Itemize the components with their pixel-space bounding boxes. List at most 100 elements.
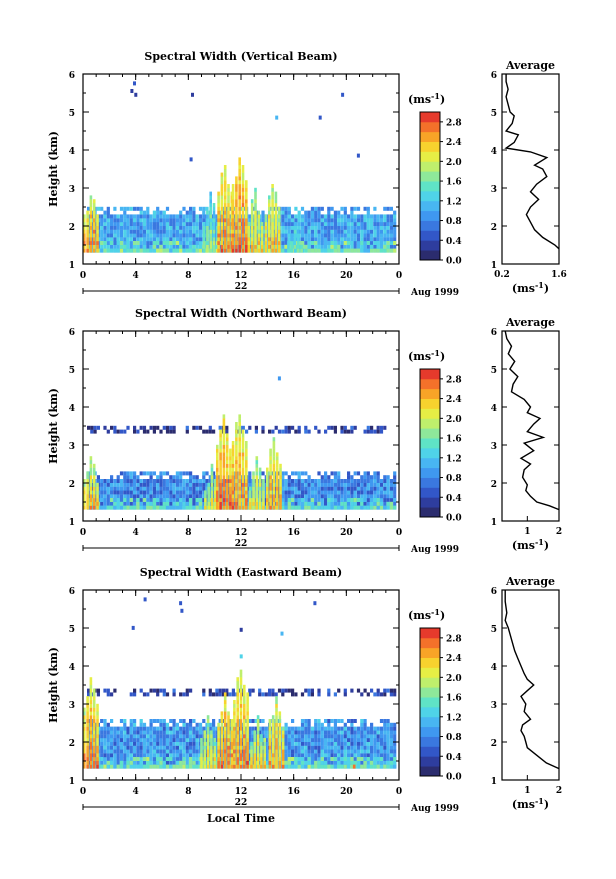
heatmap-plume-cell — [211, 490, 214, 494]
heatmap-cell — [360, 749, 363, 753]
heatmap-cell — [103, 742, 106, 746]
heatmap-plume-cell — [258, 230, 261, 234]
average-ytick-label: 6 — [491, 328, 497, 338]
heatmap-cell — [304, 241, 307, 245]
heatmap-cell — [367, 226, 370, 230]
colorbar-band — [420, 240, 440, 250]
heatmap-cell — [133, 479, 136, 483]
heatmap-cell — [173, 222, 176, 226]
heatmap-cell — [103, 727, 106, 731]
heatmap-cell — [311, 218, 314, 222]
heatmap-cell — [163, 222, 166, 226]
heatmap-plume-cell — [227, 207, 230, 211]
heatmap-cell — [393, 757, 396, 761]
heatmap-cell — [367, 479, 370, 483]
heatmap-cell — [367, 222, 370, 226]
heatmap-plume-cell — [245, 207, 248, 211]
heatmap-cell — [344, 723, 347, 727]
colorbar-band — [420, 142, 440, 152]
heatmap-cell — [182, 233, 185, 237]
heatmap-cell — [377, 746, 380, 750]
heatmap-cell — [123, 749, 126, 753]
heatmap-cell — [387, 502, 390, 506]
heatmap-cell — [327, 214, 330, 218]
heatmap-plume-cell — [297, 233, 300, 237]
heatmap-cell — [364, 483, 367, 487]
heatmap-cell — [123, 753, 126, 757]
heatmap-cell — [100, 483, 103, 487]
heatmap-cell — [380, 222, 383, 226]
heatmap-plume-cell — [254, 237, 257, 241]
heatmap-cell — [344, 222, 347, 226]
heatmap-cell — [370, 490, 373, 494]
heatmap-cell — [317, 430, 320, 434]
heatmap-cell — [324, 214, 327, 218]
heatmap-cell — [143, 502, 146, 506]
heatmap-cell — [107, 689, 110, 693]
heatmap-cell — [364, 494, 367, 498]
heatmap-cell — [199, 727, 202, 731]
heatmap-cell — [331, 233, 334, 237]
heatmap-plume-cell — [227, 184, 230, 188]
heatmap-plume-cell — [238, 207, 241, 211]
heatmap-cell — [140, 730, 143, 734]
heatmap-cell — [176, 498, 179, 502]
heatmap-cell — [380, 506, 383, 510]
heatmap-cell — [347, 233, 350, 237]
heatmap-xtick-label: 8 — [185, 271, 191, 281]
heatmap-cell — [393, 241, 396, 245]
heatmap-cell — [354, 483, 357, 487]
heatmap-cell — [370, 730, 373, 734]
heatmap-cell — [120, 761, 123, 765]
heatmap-plume-cell — [254, 195, 257, 199]
heatmap-plume-cell — [287, 249, 290, 253]
heatmap-cell — [196, 753, 199, 757]
heatmap-cell — [288, 207, 291, 211]
heatmap-cell — [314, 502, 317, 506]
heatmap-plume-cell — [251, 199, 254, 203]
colorbar-tick-label: 2.0 — [446, 415, 462, 425]
heatmap-plume-cell — [269, 490, 272, 494]
heatmap-cell — [337, 506, 340, 510]
heatmap-cell — [360, 753, 363, 757]
heatmap-plume-cell — [217, 207, 220, 211]
heatmap-cell — [169, 222, 172, 226]
heatmap-cell — [117, 757, 120, 761]
heatmap-cell — [367, 475, 370, 479]
heatmap-cell — [136, 753, 139, 757]
heatmap-plume-cell — [211, 487, 214, 491]
heatmap-cell — [159, 233, 162, 237]
heatmap-cell — [347, 742, 350, 746]
heatmap-plume-cell — [273, 502, 276, 506]
colorbar-band — [420, 171, 440, 181]
heatmap-cell — [331, 479, 334, 483]
heatmap-cell — [334, 241, 337, 245]
heatmap-cell — [153, 494, 156, 498]
heatmap-cell — [189, 222, 192, 226]
heatmap-cell — [196, 761, 199, 765]
heatmap-plume-cell — [86, 487, 89, 491]
heatmap-plume-cell — [96, 226, 99, 230]
heatmap-cell — [334, 734, 337, 738]
heatmap-plume-cell — [93, 479, 96, 483]
heatmap-cell — [390, 730, 393, 734]
heatmap-cell — [186, 757, 189, 761]
heatmap-plume-cell — [271, 218, 274, 222]
heatmap-cell — [294, 487, 297, 491]
heatmap-plume-cell — [232, 468, 235, 472]
heatmap-cell — [393, 249, 396, 253]
heatmap-plume-cell — [223, 502, 226, 506]
heatmap-plume-cell — [251, 218, 254, 222]
heatmap-plume-cell — [93, 230, 96, 234]
heatmap-cell — [133, 765, 136, 769]
heatmap-cell — [186, 498, 189, 502]
heatmap-cell — [373, 765, 376, 769]
heatmap-plume-cell — [232, 245, 235, 249]
heatmap-plume-cell — [276, 483, 279, 487]
heatmap-cell — [360, 723, 363, 727]
heatmap-cell — [331, 218, 334, 222]
heatmap-cell — [340, 727, 343, 731]
heatmap-cell — [334, 742, 337, 746]
heatmap-cell — [340, 738, 343, 742]
heatmap-cell — [354, 233, 357, 237]
